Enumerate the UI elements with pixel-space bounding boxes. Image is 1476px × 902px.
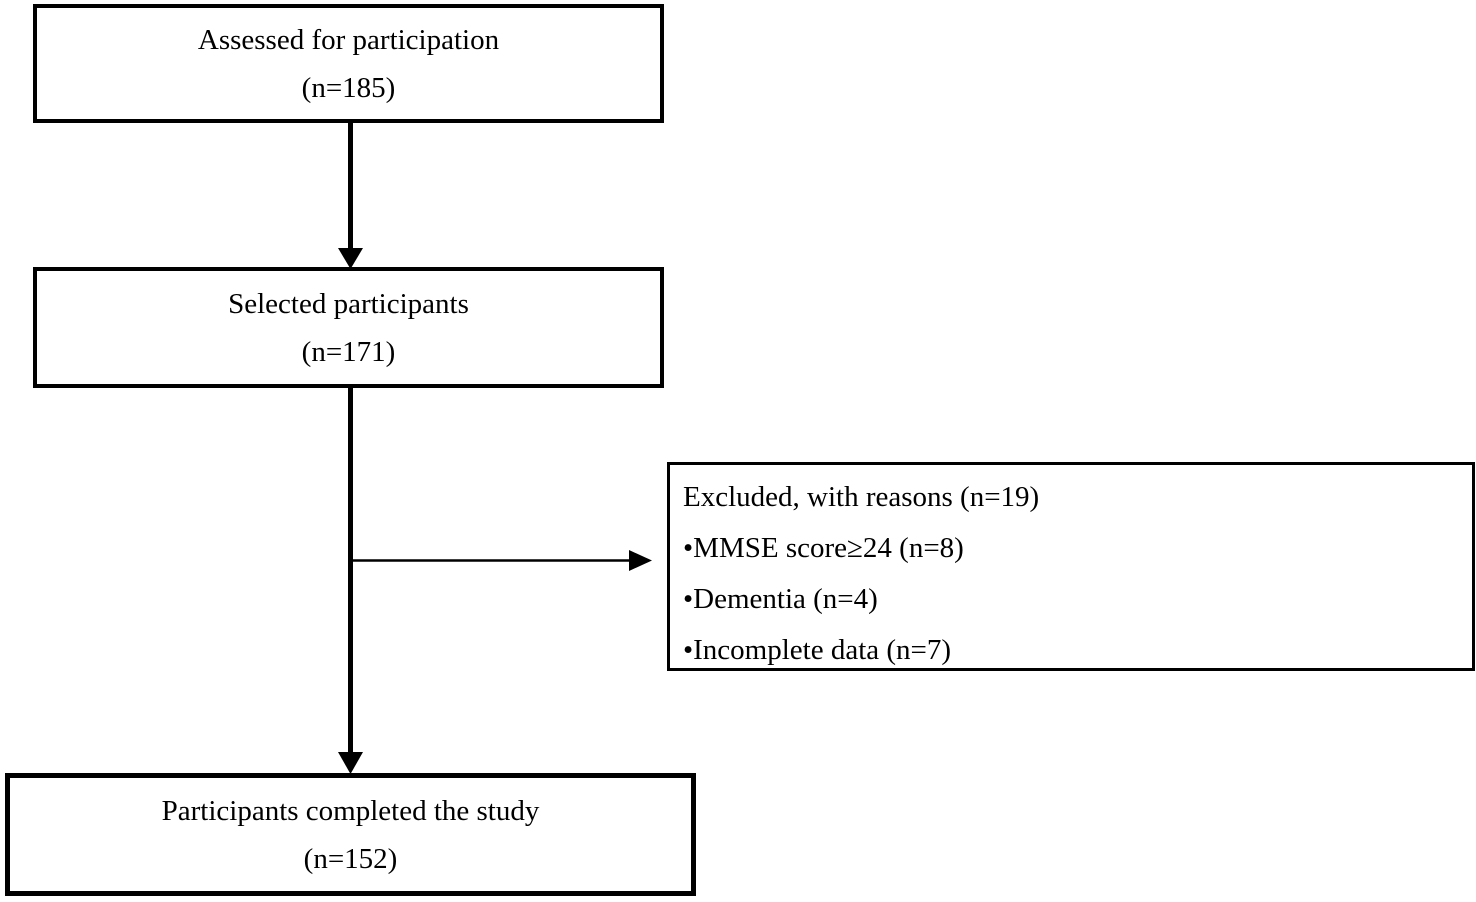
- flow-box-assessed: Assessed for participation (n=185): [33, 4, 664, 123]
- excluded-title: Excluded, with reasons (n=19): [683, 481, 1040, 513]
- completed-label: Participants completed the study: [161, 794, 540, 827]
- flow-box-excluded: Excluded, with reasons (n=19) •MMSE scor…: [667, 462, 1475, 671]
- excluded-reason: •Dementia (n=4): [683, 583, 878, 615]
- arrow-right-icon: [350, 550, 652, 571]
- assessed-count: (n=185): [301, 71, 396, 104]
- selected-count: (n=171): [301, 335, 396, 368]
- excluded-reason: •Incomplete data (n=7): [683, 634, 952, 666]
- excluded-reason: •MMSE score≥24 (n=8): [683, 532, 964, 564]
- arrow-down-icon: [338, 386, 363, 774]
- flow-box-selected: Selected participants (n=171): [33, 267, 664, 388]
- assessed-label: Assessed for participation: [197, 23, 500, 56]
- completed-count: (n=152): [303, 842, 398, 875]
- selected-label: Selected participants: [228, 287, 469, 320]
- arrow-down-icon: [338, 121, 363, 269]
- flow-box-completed: Participants completed the study (n=152): [5, 773, 696, 896]
